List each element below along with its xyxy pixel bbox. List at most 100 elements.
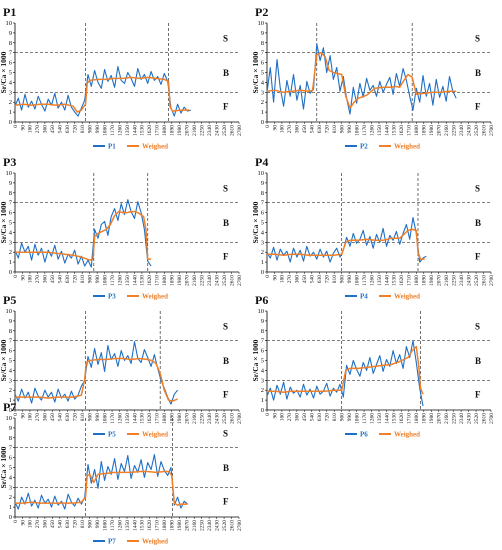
x-tick-label: 1620 (147, 125, 153, 136)
y-axis-label: Sr/Ca × 1000 (0, 51, 8, 93)
x-tick-label: 810 (332, 275, 338, 284)
x-tick-label: 1620 (147, 413, 153, 424)
panel-title: P2 (255, 5, 268, 19)
y-tick-label: 1 (261, 397, 264, 404)
x-tick-label: 990 (347, 125, 353, 134)
y-tick-label: 0 (9, 407, 12, 414)
x-tick-label: 1620 (399, 413, 405, 424)
x-tick-label: 2340 (459, 125, 465, 136)
y-tick-label: 3 (9, 89, 12, 96)
x-tick-label: 2250 (199, 413, 205, 424)
y-tick-label: 3 (9, 239, 12, 246)
x-tick-label: 1350 (125, 275, 131, 286)
x-tick-label: 90 (20, 520, 26, 526)
x-tick-label: 990 (347, 413, 353, 422)
x-tick-label: 1350 (377, 125, 383, 136)
y-tick-label: 9 (9, 180, 12, 187)
x-tick-label: 540 (310, 413, 316, 422)
x-tick-label: 2160 (444, 275, 450, 286)
x-tick-label: 1080 (354, 275, 360, 286)
x-tick-label: 1890 (170, 520, 176, 531)
zone-label-b: B (475, 356, 481, 366)
y-tick-label: 2 (9, 494, 12, 501)
panel-title: P3 (3, 155, 16, 169)
zone-label-b: B (475, 68, 481, 78)
x-tick-label: 2070 (437, 413, 443, 424)
x-tick-label: 360 (43, 520, 49, 529)
x-tick-label: 720 (325, 125, 331, 134)
y-tick-label: 8 (9, 190, 12, 197)
y-tick-label: 8 (9, 40, 12, 47)
x-tick-label: 2160 (444, 125, 450, 136)
y-tick-label: 7 (261, 200, 265, 207)
x-tick-label: 1350 (125, 125, 131, 136)
x-tick-label: 630 (65, 520, 71, 529)
x-tick-label: 1620 (147, 275, 153, 286)
legend-label-raw: P3 (108, 293, 116, 301)
y-tick-label: 9 (9, 425, 12, 432)
x-tick-label: 1530 (140, 125, 146, 136)
y-tick-label: 8 (261, 190, 264, 197)
x-tick-label: 990 (95, 125, 101, 134)
x-tick-label: 0 (13, 125, 19, 128)
y-axis-label: Sr/Ca × 1000 (251, 51, 260, 93)
x-tick-label: 1530 (140, 275, 146, 286)
x-tick-label: 1800 (162, 125, 168, 136)
x-tick-label: 2700 (237, 413, 243, 424)
x-tick-label: 1260 (117, 520, 123, 531)
zone-label-s: S (475, 33, 480, 43)
panel-title: P1 (3, 5, 16, 19)
y-tick-label: 5 (9, 465, 12, 472)
y-tick-label: 5 (261, 358, 264, 365)
x-tick-label: 1800 (162, 413, 168, 424)
x-tick-label: 450 (302, 413, 308, 422)
x-tick-label: 630 (65, 413, 71, 422)
x-tick-label: 0 (265, 413, 271, 416)
x-tick-label: 180 (280, 413, 286, 422)
y-tick-label: 10 (6, 20, 13, 27)
series-line-weighted (15, 470, 188, 506)
y-tick-label: 6 (9, 210, 13, 217)
x-tick-label: 1440 (384, 125, 390, 136)
y-tick-label: 4 (261, 229, 265, 236)
y-axis-label: Sr/Ca × 1000 (251, 339, 260, 381)
x-tick-label: 1620 (147, 520, 153, 531)
series-line-weighted (15, 210, 152, 261)
y-tick-label: 6 (261, 60, 265, 67)
x-tick-label: 2340 (459, 413, 465, 424)
panel-title: P7 (3, 400, 16, 414)
x-tick-label: 1800 (162, 275, 168, 286)
y-tick-label: 5 (261, 70, 264, 77)
y-tick-label: 5 (9, 70, 12, 77)
x-tick-label: 1440 (132, 413, 138, 424)
x-tick-label: 900 (339, 413, 345, 422)
y-tick-label: 1 (9, 259, 12, 266)
y-tick-label: 7 (9, 338, 13, 345)
x-tick-label: 270 (35, 520, 41, 529)
x-tick-label: 990 (347, 275, 353, 284)
x-tick-label: 2520 (474, 275, 480, 286)
x-tick-label: 2250 (451, 125, 457, 136)
zone-label-b: B (223, 356, 229, 366)
y-tick-label: 2 (9, 387, 12, 394)
x-tick-label: 2070 (185, 413, 191, 424)
zone-label-f: F (475, 102, 481, 112)
x-tick-label: 810 (80, 413, 86, 422)
y-tick-label: 3 (261, 239, 264, 246)
x-tick-label: 1170 (362, 275, 368, 286)
series-line-weighted (267, 345, 424, 395)
x-tick-label: 1620 (399, 275, 405, 286)
x-tick-label: 270 (35, 125, 41, 134)
x-tick-label: 900 (339, 125, 345, 134)
x-tick-label: 2340 (207, 413, 213, 424)
y-tick-label: 4 (9, 474, 13, 481)
x-tick-label: 720 (325, 413, 331, 422)
x-tick-label: 2160 (192, 275, 198, 286)
x-tick-label: 2250 (451, 413, 457, 424)
y-tick-label: 5 (261, 220, 264, 227)
x-tick-label: 2160 (192, 413, 198, 424)
y-axis-label: Sr/Ca × 1000 (0, 446, 8, 488)
y-tick-label: 4 (9, 79, 13, 86)
